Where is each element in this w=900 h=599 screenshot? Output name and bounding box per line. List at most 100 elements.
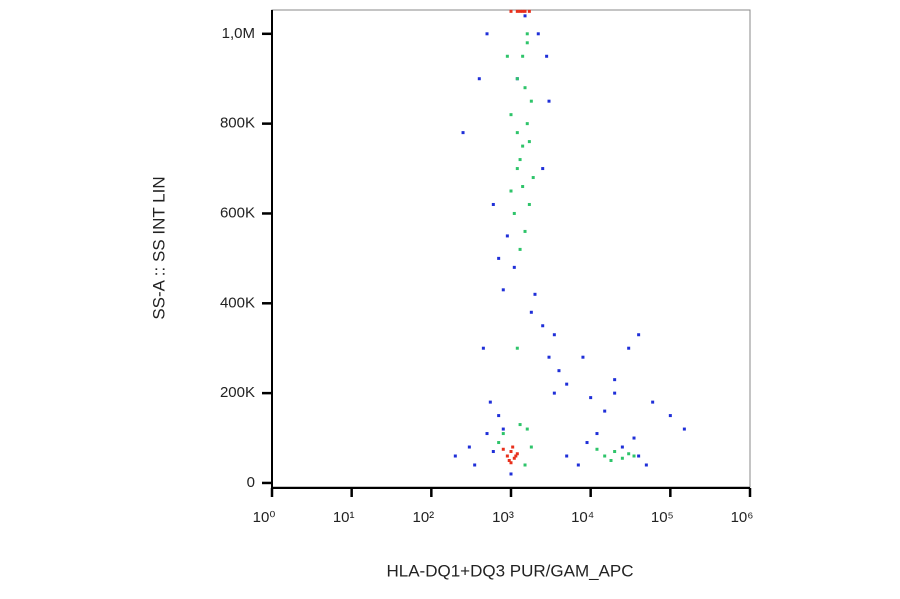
point xyxy=(525,32,529,36)
point xyxy=(477,77,481,81)
y-tick-label: 0 xyxy=(247,474,255,491)
point xyxy=(521,54,525,58)
point xyxy=(518,247,522,251)
point xyxy=(515,452,519,456)
y-tick-label: 1,0M xyxy=(222,25,255,42)
point xyxy=(581,355,585,359)
point xyxy=(497,256,501,260)
point xyxy=(552,391,556,395)
point xyxy=(525,41,529,45)
point xyxy=(515,9,519,13)
point xyxy=(613,450,617,454)
point xyxy=(518,423,522,427)
point xyxy=(527,140,531,144)
point xyxy=(603,454,607,458)
point xyxy=(547,355,551,359)
y-tick-label: 200K xyxy=(220,384,255,401)
point xyxy=(497,414,501,418)
point xyxy=(521,9,525,13)
point xyxy=(541,167,545,171)
point xyxy=(509,450,513,454)
point xyxy=(509,189,513,193)
point xyxy=(523,9,527,13)
point xyxy=(682,427,686,431)
point xyxy=(501,427,505,431)
x-tick-label: 10⁰ xyxy=(253,509,276,526)
point xyxy=(512,456,516,460)
point xyxy=(531,176,535,180)
point xyxy=(527,202,531,206)
point xyxy=(514,454,518,458)
point xyxy=(497,441,501,445)
point xyxy=(501,447,505,451)
y-tick-label: 400K xyxy=(220,294,255,311)
point xyxy=(453,454,457,458)
point xyxy=(529,99,533,103)
point xyxy=(627,346,631,350)
point xyxy=(509,113,513,117)
point xyxy=(509,472,513,476)
point xyxy=(512,211,516,215)
point xyxy=(518,158,522,162)
point xyxy=(547,99,551,103)
y-tick-label: 600K xyxy=(220,204,255,221)
point xyxy=(505,54,509,58)
point xyxy=(491,450,495,454)
x-tick-label: 10³ xyxy=(492,509,514,526)
point xyxy=(637,454,641,458)
point xyxy=(507,459,511,462)
point xyxy=(491,202,495,206)
point xyxy=(511,445,515,449)
point xyxy=(565,382,569,386)
point xyxy=(613,391,617,395)
point xyxy=(557,369,561,373)
point xyxy=(509,9,513,13)
point xyxy=(512,265,516,269)
point xyxy=(576,463,580,467)
point xyxy=(595,432,599,436)
point xyxy=(485,432,489,436)
point xyxy=(521,185,525,189)
point xyxy=(515,346,519,350)
point xyxy=(644,463,648,467)
point xyxy=(609,459,613,462)
y-axis-label: SS-A :: SS INT LIN xyxy=(149,176,168,319)
point xyxy=(523,86,527,90)
point xyxy=(595,447,599,451)
point xyxy=(541,324,545,328)
point xyxy=(536,32,540,36)
point xyxy=(509,461,513,465)
x-axis-label: HLA-DQ1+DQ3 PUR/GAM_APC xyxy=(386,561,633,580)
point xyxy=(515,167,519,171)
point xyxy=(485,32,489,36)
point xyxy=(651,400,655,404)
point xyxy=(488,400,492,404)
point xyxy=(501,432,505,436)
point xyxy=(473,463,477,467)
point xyxy=(533,292,537,296)
point xyxy=(620,456,624,460)
point xyxy=(518,9,522,13)
point xyxy=(515,77,519,81)
point xyxy=(521,144,525,148)
point xyxy=(515,131,519,135)
point xyxy=(565,454,569,458)
point xyxy=(632,436,636,440)
point xyxy=(505,234,509,238)
point xyxy=(637,333,641,337)
x-tick-label: 10⁶ xyxy=(731,509,754,526)
point xyxy=(613,378,617,382)
point xyxy=(527,9,531,13)
point xyxy=(481,346,485,350)
x-tick-label: 10⁵ xyxy=(651,509,674,526)
y-tick-label: 800K xyxy=(220,115,255,132)
point xyxy=(545,54,549,58)
point xyxy=(668,414,672,418)
point xyxy=(603,409,607,413)
point xyxy=(632,454,636,458)
plot-frame xyxy=(271,9,751,488)
point xyxy=(627,452,631,456)
point xyxy=(529,445,533,449)
point xyxy=(467,445,471,449)
